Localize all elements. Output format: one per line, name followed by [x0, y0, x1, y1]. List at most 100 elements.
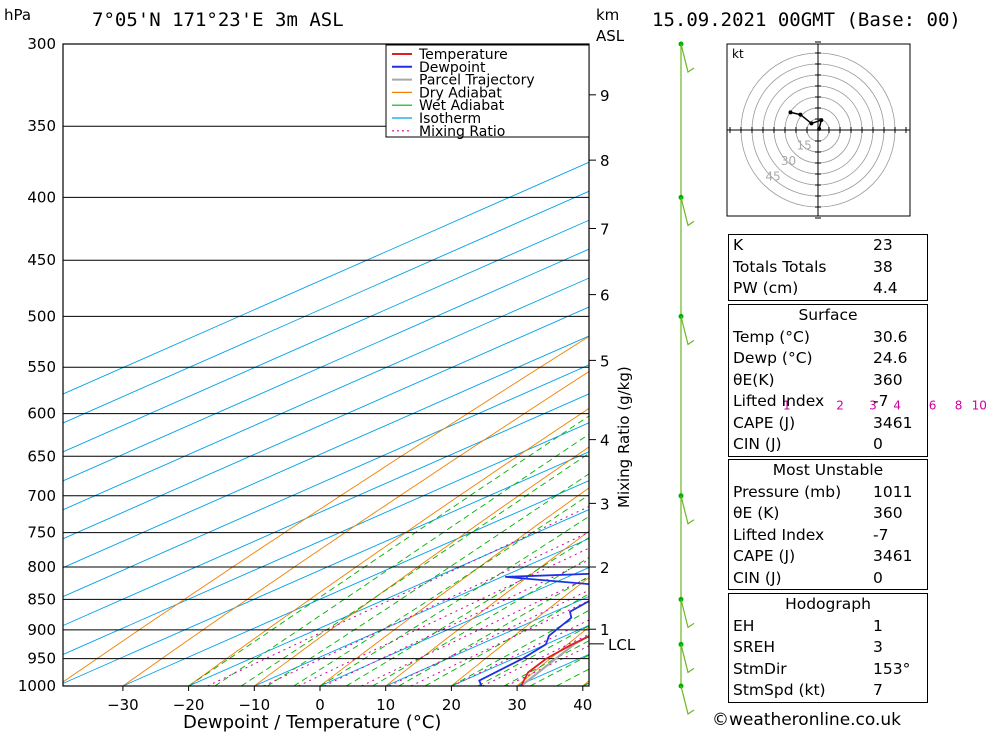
km-unit-label: km	[596, 6, 619, 24]
isotherm-line	[63, 219, 589, 453]
mixing-ratio-line	[506, 645, 589, 686]
height-tick-label: 1	[600, 621, 610, 639]
wind-barb	[680, 316, 695, 346]
isotherm-line	[63, 161, 589, 395]
surface-header: Surface	[798, 306, 858, 324]
height-tick-label: 2	[600, 559, 610, 577]
temperature-line	[520, 635, 589, 686]
mixing-ratio-label: 6	[929, 399, 937, 413]
height-tick-label: 5	[600, 352, 610, 370]
height-tick-label: 8	[600, 152, 610, 170]
legend-entry: Wet Adiabat	[419, 98, 505, 114]
surface-row-thetae: θE(K) 360	[733, 370, 903, 389]
dry-adiabat-line	[385, 530, 589, 686]
wet-adiabat-line	[424, 593, 589, 686]
wind-barb	[680, 197, 695, 227]
hpa-unit-label: hPa	[4, 6, 31, 24]
dry-adiabat-line	[319, 487, 589, 686]
wind-barb	[680, 599, 695, 629]
hodograph-point	[817, 126, 822, 131]
mu-row-cin: CIN (J) 0	[733, 568, 883, 587]
pressure-tick-label: 650	[27, 447, 56, 465]
legend-entry: Parcel Trajectory	[419, 73, 535, 89]
height-tick-label: 7	[600, 220, 610, 238]
dewpoint-line	[478, 572, 589, 686]
pressure-tick-label: 800	[27, 558, 56, 576]
pressure-tick-label: 300	[27, 35, 56, 53]
indices-table-top: K 23 Totals Totals 38 PW (cm) 4.4	[728, 234, 928, 301]
axis-labels: 1234681015202530035040045050055060065070…	[18, 35, 987, 714]
hodograph-ring-label: 45	[765, 170, 780, 184]
pressure-tick-label: 600	[27, 405, 56, 423]
mixing-ratio-axis-title: Mixing Ratio (g/kg)	[615, 366, 633, 508]
mu-row-thetae: θE (K) 360	[733, 504, 903, 522]
hodo-row-stmspd: StmSpd (kt) 7	[733, 681, 883, 699]
legend-entry: Isotherm	[419, 111, 481, 127]
wet-adiabat-line	[319, 515, 589, 686]
plot-frame	[62, 43, 590, 687]
isotherm-line	[63, 306, 589, 540]
hodo-row-eh: EH 1	[733, 616, 883, 635]
lcl-label: LCL	[608, 636, 636, 654]
surface-row-cape: CAPE (J) 3461	[733, 413, 913, 432]
isotherm-line	[319, 567, 589, 686]
height-tick-label: 9	[600, 87, 610, 105]
indices-table-hodograph: Hodograph EH 1 SREH 3 StmDir 153° StmSpd (k…	[728, 593, 928, 703]
pressure-tick-label: 500	[27, 307, 56, 325]
hodograph-point	[798, 112, 803, 117]
datetime-title: 15.09.2021 00GMT (Base: 00)	[652, 9, 961, 31]
wet-adiabat-line	[293, 494, 589, 686]
isotherm-line	[63, 248, 589, 482]
indices-table-surface: Surface Temp (°C) 30.6 Dewp (°C) 24.6 θE(K…	[728, 304, 928, 457]
hodo-row-stmdir: StmDir 153°	[733, 659, 911, 678]
legend-entry: Mixing Ratio	[419, 124, 505, 140]
wet-adiabat-line	[372, 556, 589, 686]
height-tick-label: 4	[600, 432, 610, 450]
surface-row-temp: Temp (°C) 30.6	[733, 327, 908, 346]
mixing-ratio-label: 4	[893, 399, 901, 413]
pressure-tick-label: 550	[27, 358, 56, 376]
legend-entry: Dry Adiabat	[419, 85, 502, 101]
location-title: 7°05'N 171°23'E 3m ASL	[92, 9, 344, 31]
x-axis-title: Dewpoint / Temperature (°C)	[183, 712, 441, 733]
wind-barbs	[678, 41, 695, 715]
hodograph-point	[819, 118, 824, 123]
wet-adiabat-line	[267, 473, 589, 686]
mixing-ratio-label: 8	[955, 399, 963, 413]
isotherm-line	[63, 393, 589, 627]
wind-barb	[680, 685, 695, 715]
dry-adiabat-line	[451, 576, 589, 686]
credit-link[interactable]: ©weatheronline.co.uk	[712, 710, 902, 730]
pressure-tick-label: 750	[27, 524, 56, 542]
height-tick-label: 6	[600, 287, 610, 305]
mixing-ratio-label: 1	[783, 399, 791, 413]
height-tick-label: 3	[600, 495, 610, 513]
mu-header: Most Unstable	[772, 461, 884, 479]
pressure-tick-label: 900	[27, 621, 56, 639]
isotherm-line	[63, 277, 589, 511]
mixing-ratio-label: 2	[836, 399, 844, 413]
mixing-ratio-label: 3	[869, 399, 877, 413]
mixing-ratio-line	[388, 589, 589, 686]
mixing-ratio-line	[410, 599, 589, 686]
isotherm-line	[63, 335, 589, 569]
x-tick-label: −20	[173, 696, 205, 714]
surface-row-cin: CIN (J) 0	[733, 435, 883, 453]
wind-barb	[680, 43, 695, 73]
pressure-tick-label: 350	[27, 117, 56, 135]
hodograph-header: Hodograph	[785, 595, 871, 613]
mu-row-li: Lifted Index -7	[733, 525, 889, 544]
x-tick-label: −10	[238, 696, 270, 714]
pressure-tick-label: 1000	[18, 677, 56, 695]
index-row-k: K 23	[733, 236, 893, 254]
surface-row-li: Lifted Index -7	[733, 392, 889, 410]
wind-barb	[680, 495, 695, 525]
wind-barb	[680, 644, 695, 674]
x-tick-label: 40	[573, 696, 592, 714]
mixing-ratio-label: 10	[972, 399, 987, 413]
pressure-tick-label: 700	[27, 487, 56, 505]
legend-entry: Temperature	[418, 47, 508, 63]
pressure-tick-label: 950	[27, 650, 56, 668]
hodograph-ring-label: 15	[796, 139, 811, 153]
